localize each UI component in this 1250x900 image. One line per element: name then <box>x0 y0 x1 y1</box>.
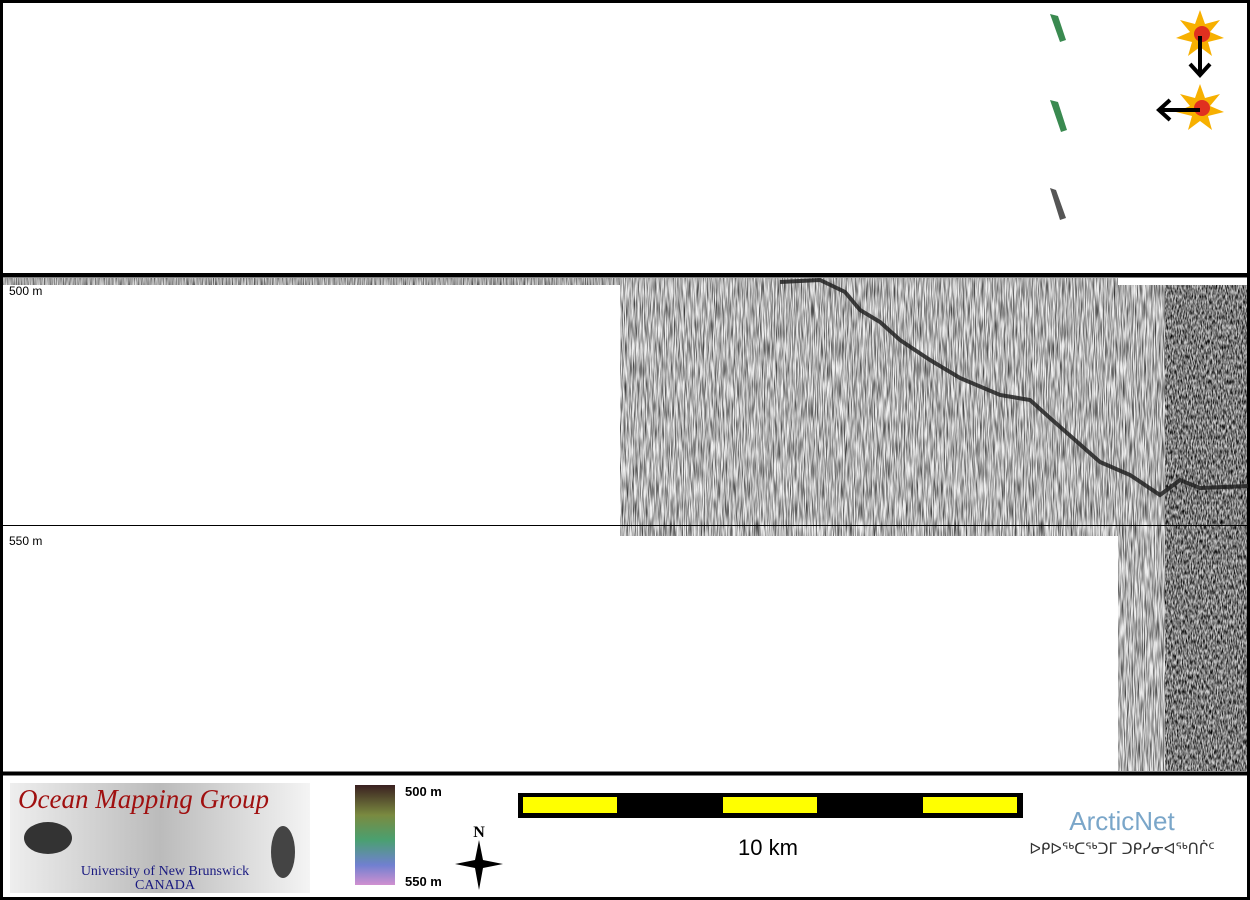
scale-bar-segment <box>923 797 1017 813</box>
sonar-strip-noise <box>3 278 620 285</box>
logo-line: University of New Brunswick <box>81 864 249 879</box>
sonar-image <box>3 277 1249 771</box>
color-scale-label: 550 m <box>405 874 442 889</box>
logo-line: CANADA <box>135 878 196 893</box>
color-scale-label: 500 m <box>405 784 442 799</box>
color-scale <box>355 785 395 885</box>
depth-label: 550 m <box>9 534 42 548</box>
scale-bar-segment <box>523 797 617 813</box>
scale-bar-label: 10 km <box>738 835 798 860</box>
ship-icon <box>1050 188 1066 220</box>
sonar-block-noise <box>1118 285 1165 771</box>
north-arrow: N <box>455 824 503 890</box>
map-panel <box>0 0 1250 276</box>
logo-ship <box>271 826 295 878</box>
arrow-left <box>1156 98 1200 122</box>
arrow-down <box>1188 36 1212 78</box>
ship-icon <box>1050 100 1067 132</box>
scale-bar-segment <box>723 797 817 813</box>
arcticnet-name: ArcticNet <box>1069 806 1175 836</box>
logo-ship <box>24 822 72 854</box>
logo-title: Ocean Mapping Group <box>18 784 269 814</box>
seafloor-reflector <box>779 277 1249 498</box>
compass-star <box>455 840 503 890</box>
depth-label: 500 m <box>9 284 42 298</box>
event-markers <box>1156 10 1224 130</box>
sonar-block-noise <box>1165 285 1247 771</box>
ship-icons <box>1050 14 1067 220</box>
scale-bar: 10 km <box>518 793 1023 860</box>
north-label: N <box>473 824 485 841</box>
arcticnet-syllabics: ᐅᑭᐅᖅᑕᖅᑐᒥ ᑐᑭᓯᓂᐊᖅᑎᒌᑦ <box>1029 840 1214 858</box>
omg-logo: Ocean Mapping Group University of New Br… <box>10 783 310 893</box>
ship-icon <box>1050 14 1066 42</box>
